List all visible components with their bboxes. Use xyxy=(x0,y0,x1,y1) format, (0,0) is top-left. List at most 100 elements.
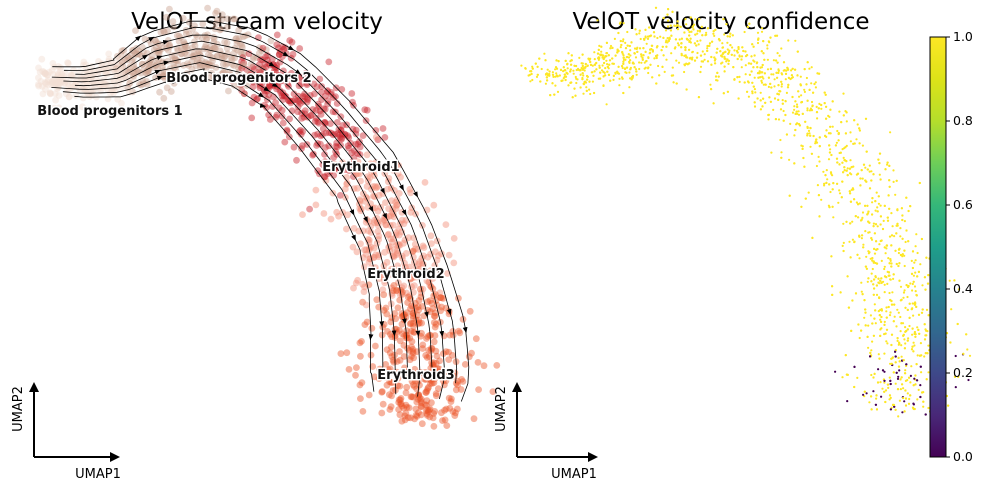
scatter-point xyxy=(424,385,432,392)
confidence-point xyxy=(845,120,848,123)
scatter-point xyxy=(125,68,132,75)
scatter-point xyxy=(182,30,190,38)
scatter-point xyxy=(164,27,171,35)
scatter-point xyxy=(306,92,314,99)
scatter-point xyxy=(354,150,362,157)
confidence-point xyxy=(888,164,891,167)
confidence-point xyxy=(887,194,890,197)
confidence-point xyxy=(622,22,625,25)
scatter-point xyxy=(435,252,442,260)
scatter-point xyxy=(441,406,448,414)
confidence-point xyxy=(912,341,915,344)
scatter-point xyxy=(56,67,64,74)
confidence-point xyxy=(883,320,886,323)
confidence-point xyxy=(841,244,844,247)
scatter-point xyxy=(297,130,305,138)
confidence-point xyxy=(750,70,753,73)
confidence-point xyxy=(774,118,778,121)
scatter-point xyxy=(418,329,425,337)
scatter-point xyxy=(228,77,236,85)
confidence-point xyxy=(887,257,890,260)
confidence-point xyxy=(791,76,795,79)
confidence-point xyxy=(818,102,821,105)
scatter-point xyxy=(276,58,284,66)
scatter-point xyxy=(333,143,341,151)
confidence-point xyxy=(879,239,882,243)
scatter-point xyxy=(394,262,401,270)
confidence-point xyxy=(882,219,885,222)
scatter-point xyxy=(236,84,244,91)
scatter-point xyxy=(401,368,409,376)
confidence-point xyxy=(584,80,587,83)
scatter-point xyxy=(170,60,178,67)
scatter-point xyxy=(411,240,419,248)
confidence-point xyxy=(793,108,796,111)
confidence-point xyxy=(842,114,845,117)
scatter-point xyxy=(231,15,239,23)
confidence-point xyxy=(925,334,928,337)
scatter-point xyxy=(409,247,417,255)
confidence-point xyxy=(872,222,876,225)
confidence-point xyxy=(673,47,677,50)
confidence-point xyxy=(889,259,892,262)
scatter-point xyxy=(79,94,87,102)
scatter-point xyxy=(356,381,364,389)
confidence-point xyxy=(558,74,561,77)
scatter-point xyxy=(224,23,231,31)
confidence-point xyxy=(895,232,898,235)
confidence-point xyxy=(626,30,629,34)
confidence-point xyxy=(733,78,736,81)
scatter-point xyxy=(407,319,415,327)
confidence-point xyxy=(775,71,778,74)
confidence-point xyxy=(876,210,879,213)
scatter-point xyxy=(57,64,64,72)
scatter-point xyxy=(121,67,128,75)
confidence-point xyxy=(843,166,846,169)
confidence-point xyxy=(888,262,891,265)
confidence-point xyxy=(591,71,594,74)
scatter-point xyxy=(378,388,386,396)
confidence-point xyxy=(885,310,888,313)
confidence-point xyxy=(606,63,609,66)
scatter-point xyxy=(175,32,183,40)
scatter-point xyxy=(37,78,45,85)
confidence-point xyxy=(676,20,679,23)
confidence-point xyxy=(850,329,853,332)
confidence-point xyxy=(727,59,731,62)
confidence-point xyxy=(878,243,881,246)
scatter-point xyxy=(393,287,400,295)
scatter-point xyxy=(250,65,258,73)
confidence-point xyxy=(688,34,691,37)
scatter-point xyxy=(55,104,63,112)
confidence-point xyxy=(842,171,845,174)
confidence-point xyxy=(624,41,627,45)
scatter-point xyxy=(399,255,406,262)
scatter-point xyxy=(388,379,396,386)
scatter-point xyxy=(36,68,44,76)
confidence-point xyxy=(722,92,725,95)
confidence-point xyxy=(706,49,709,53)
scatter-point xyxy=(318,88,325,96)
confidence-point xyxy=(603,61,606,65)
confidence-point xyxy=(884,168,887,171)
confidence-point xyxy=(856,172,860,175)
scatter-point xyxy=(394,371,402,379)
confidence-point xyxy=(579,73,582,76)
scatter-point xyxy=(330,172,338,179)
scatter-point xyxy=(447,370,455,378)
confidence-point xyxy=(912,280,915,283)
confidence-point xyxy=(905,229,908,232)
confidence-point xyxy=(927,371,930,374)
confidence-point xyxy=(759,76,762,79)
confidence-point xyxy=(871,197,874,200)
confidence-point xyxy=(591,64,594,67)
confidence-point xyxy=(894,361,897,364)
scatter-point xyxy=(162,69,170,76)
scatter-point xyxy=(312,107,320,114)
confidence-point xyxy=(906,328,909,331)
confidence-point xyxy=(684,46,687,49)
confidence-point xyxy=(774,34,777,37)
confidence-point xyxy=(854,215,857,218)
scatter-point xyxy=(423,410,431,417)
confidence-point xyxy=(784,99,787,103)
